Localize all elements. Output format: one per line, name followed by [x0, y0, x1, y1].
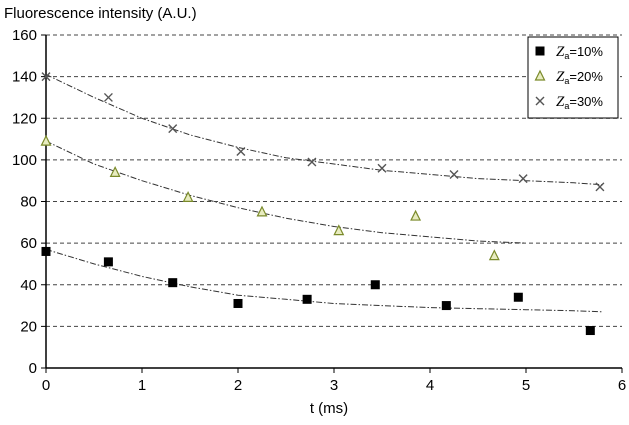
legend-marker-2	[534, 69, 546, 81]
x-axis-title: t (ms)	[310, 400, 348, 417]
data-point-series-3	[41, 72, 51, 82]
legend-label-2: Za=20%	[556, 69, 603, 86]
y-tick-label: 80	[20, 194, 37, 211]
data-point-series-3	[103, 92, 113, 102]
x-tick-label: 0	[42, 377, 50, 394]
data-point-series-3	[518, 174, 528, 184]
y-tick-label: 120	[12, 110, 37, 127]
data-point-series-3-stroke-b	[168, 124, 178, 134]
x-tick-labels: 0 1 2 3 4 5 6	[42, 368, 626, 394]
data-point-series-2	[488, 249, 500, 261]
x-tick-label: 2	[234, 377, 242, 394]
y-tick-label: 40	[20, 277, 37, 294]
y-tick-label: 140	[12, 69, 37, 86]
legend-marker-3	[535, 96, 545, 106]
data-point-series-1	[441, 301, 451, 311]
legend-label-1: Za=10%	[556, 44, 603, 61]
y-tick-label: 20	[20, 318, 37, 335]
data-point-series-2	[333, 224, 345, 236]
data-point-series-1	[302, 294, 312, 304]
y-tick-label: 0	[29, 360, 37, 377]
x-tick-label: 4	[426, 377, 434, 394]
y-tick-labels: 0 20 40 60 80 100 120 140 160	[12, 27, 46, 377]
data-point-series-1	[370, 280, 380, 290]
data-point-series-3-stroke-b	[236, 147, 246, 157]
data-point-series-3-stroke-b	[518, 174, 528, 184]
data-point-series-1	[168, 278, 178, 288]
data-point-series-2	[410, 209, 422, 221]
data-point-series-3-stroke-b	[103, 92, 113, 102]
legend-label-3: Za=30%	[556, 94, 603, 111]
legend: Za=10% Za=20% Za=30%	[527, 36, 619, 119]
data-point-series-2	[182, 190, 194, 202]
data-point-series-1	[41, 246, 51, 256]
data-point-series-1	[513, 292, 523, 302]
fit-curves	[45, 74, 603, 313]
data-point-series-3	[168, 124, 178, 134]
data-point-series-2	[40, 134, 52, 146]
grid-lines	[46, 34, 622, 327]
data-point-series-3-stroke-b	[307, 157, 317, 167]
x-tick-label: 1	[138, 377, 146, 394]
data-point-series-3-stroke-b	[449, 169, 459, 179]
y-tick-label: 100	[12, 152, 37, 169]
data-point-series-2	[109, 166, 121, 177]
y-axis-title: Fluorescence intensity (A.U.)	[4, 5, 197, 22]
x-tick-label: 6	[618, 377, 626, 394]
fit-curve-series-2	[45, 140, 527, 244]
x-tick-label: 3	[330, 377, 338, 394]
y-tick-label: 160	[12, 27, 37, 44]
fit-curve-series-1	[45, 248, 603, 313]
data-points	[40, 72, 605, 336]
data-point-series-1	[233, 298, 243, 308]
data-point-series-3-stroke-b	[595, 182, 605, 192]
data-point-series-2	[256, 205, 268, 217]
data-point-series-3	[595, 182, 605, 192]
data-point-series-3	[236, 147, 246, 157]
legend-marker-1	[535, 46, 545, 56]
fit-curve-series-3	[45, 74, 603, 186]
legend-marker-3-stroke-b	[535, 96, 545, 106]
data-point-series-3	[377, 163, 387, 173]
data-point-series-1	[585, 326, 595, 336]
data-point-series-3	[307, 157, 317, 167]
data-point-series-3-stroke-b	[41, 72, 51, 82]
data-point-series-3-stroke-b	[377, 163, 387, 173]
data-point-series-3	[449, 169, 459, 179]
y-tick-label: 60	[20, 235, 37, 252]
x-tick-label: 5	[522, 377, 530, 394]
data-point-series-1	[103, 257, 113, 267]
